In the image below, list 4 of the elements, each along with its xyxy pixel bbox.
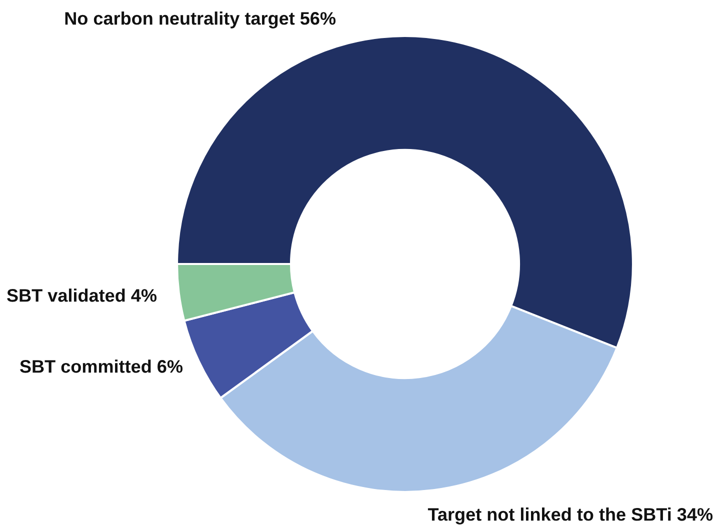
- slice-label: SBT validated 4%: [7, 288, 157, 302]
- slice-label: SBT committed 6%: [20, 360, 183, 373]
- slice-label: No carbon neutrality target 56%: [65, 12, 336, 28]
- slice-label: Target not linked to the SBTi 34%: [428, 508, 713, 524]
